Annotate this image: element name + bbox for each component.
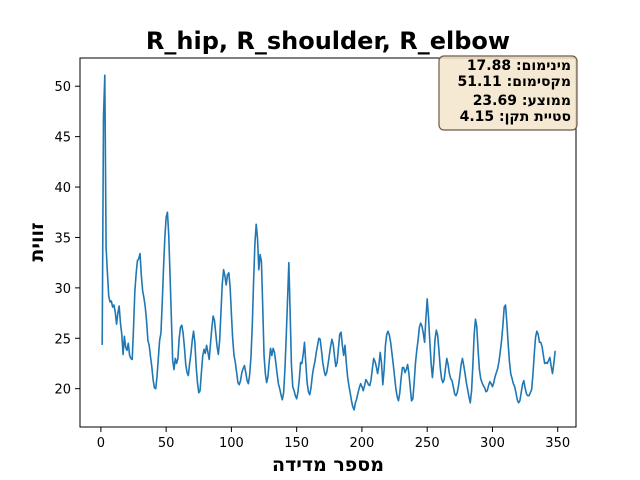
x-tick-label: 300 <box>480 436 505 451</box>
plot-frame <box>79 57 577 428</box>
ticks-layer: 0 50 100 150 200 250 300 350 20 25 30 35 40 45 50 <box>54 80 570 451</box>
y-tick-label: 35 <box>54 231 71 246</box>
x-tick-label: 50 <box>158 436 175 451</box>
x-axis-label: מספר מדידה <box>272 454 384 476</box>
x-tick-label: 150 <box>284 436 309 451</box>
x-tick-label: 350 <box>545 436 570 451</box>
stats-min: מינימום: 17.88 <box>467 58 571 74</box>
series-layer <box>101 74 556 411</box>
stats-std: סטיית תקן: 4.15 <box>460 109 571 125</box>
chart-title: R_hip, R_shoulder, R_elbow <box>146 27 510 55</box>
x-tick-label: 100 <box>219 436 244 451</box>
series-line-1 <box>101 74 556 411</box>
y-tick-label: 20 <box>54 383 71 398</box>
stats-box: מינימום: 17.88 מקסימום: 51.11 ממוצע: 23.… <box>438 55 578 131</box>
stats-mean: ממוצע: 23.69 <box>473 93 571 109</box>
stats-max: מקסימום: 51.11 <box>457 74 571 90</box>
x-tick-label: 0 <box>97 436 105 451</box>
y-tick-label: 40 <box>54 181 71 196</box>
x-tick-label: 200 <box>350 436 375 451</box>
y-tick-label: 25 <box>54 332 71 347</box>
y-axis-label: זווית <box>26 222 48 261</box>
y-tick-label: 30 <box>54 282 71 297</box>
y-tick-label: 50 <box>54 80 71 95</box>
y-tick-label: 45 <box>54 131 71 146</box>
stats-box-frame <box>438 55 578 131</box>
x-tick-label: 250 <box>415 436 440 451</box>
